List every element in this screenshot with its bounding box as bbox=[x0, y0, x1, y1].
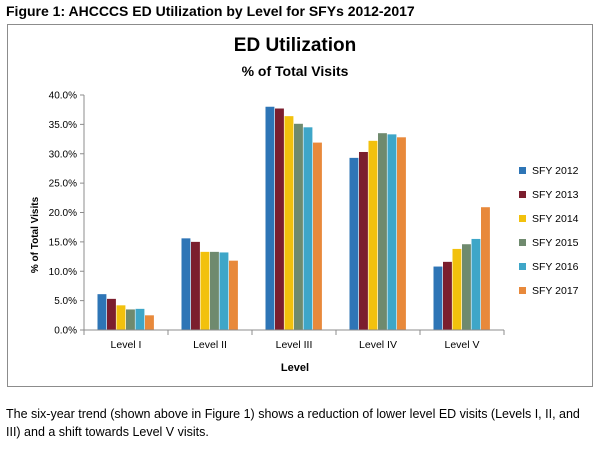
bar-sfy-2014 bbox=[200, 251, 210, 330]
bar-sfy-2016 bbox=[471, 238, 481, 330]
y-tick-label: 40.0% bbox=[49, 91, 77, 102]
bar-sfy-2012 bbox=[433, 266, 443, 330]
y-tick-label: 5.0% bbox=[54, 296, 77, 307]
chart-container: ED Utilization % of Total Visits % of To… bbox=[7, 24, 593, 387]
bar-sfy-2016 bbox=[387, 134, 397, 330]
bar-sfy-2012 bbox=[97, 294, 107, 330]
bar-sfy-2013 bbox=[359, 151, 368, 330]
bar-sfy-2014 bbox=[368, 140, 378, 330]
chart-title: ED Utilization bbox=[234, 35, 356, 56]
chart-subtitle: % of Total Visits bbox=[242, 63, 349, 79]
bar-sfy-2015 bbox=[294, 123, 303, 330]
bar-sfy-2012 bbox=[349, 157, 359, 330]
bar-sfy-2014 bbox=[284, 116, 294, 331]
bar-sfy-2017 bbox=[313, 142, 322, 330]
bar-sfy-2013 bbox=[191, 241, 200, 330]
bar-sfy-2017 bbox=[481, 207, 490, 330]
legend-label: SFY 2012 bbox=[532, 165, 579, 177]
legend-swatch bbox=[519, 215, 526, 222]
legend-label: SFY 2017 bbox=[532, 285, 579, 297]
x-tick-label: Level II bbox=[193, 339, 227, 351]
bar-sfy-2013 bbox=[275, 108, 284, 330]
legend-label: SFY 2015 bbox=[532, 237, 579, 249]
y-tick-label: 20.0% bbox=[49, 208, 77, 219]
bar-sfy-2015 bbox=[210, 251, 219, 330]
y-tick-label: 0.0% bbox=[54, 326, 77, 337]
x-tick-label: Level III bbox=[276, 339, 313, 351]
bar-sfy-2013 bbox=[107, 298, 116, 330]
y-tick-label: 15.0% bbox=[49, 237, 77, 248]
bar-sfy-2017 bbox=[397, 137, 406, 330]
y-tick-label: 10.0% bbox=[49, 267, 77, 278]
bar-sfy-2015 bbox=[462, 244, 471, 330]
y-tick-label: 25.0% bbox=[49, 179, 77, 190]
x-axis-label: Level bbox=[281, 362, 309, 374]
bar-sfy-2016 bbox=[219, 252, 229, 330]
y-axis-label: % of Total Visits bbox=[30, 196, 41, 273]
bar-sfy-2016 bbox=[135, 308, 145, 330]
legend-swatch bbox=[519, 239, 526, 246]
legend-swatch bbox=[519, 287, 526, 294]
legend-swatch bbox=[519, 191, 526, 198]
figure-caption: Figure 1: AHCCCS ED Utilization by Level… bbox=[6, 3, 415, 19]
bar-sfy-2013 bbox=[443, 261, 452, 330]
bar-sfy-2015 bbox=[378, 133, 387, 330]
bar-sfy-2014 bbox=[116, 305, 126, 330]
x-tick-label: Level V bbox=[444, 339, 479, 351]
bar-sfy-2012 bbox=[181, 238, 191, 330]
x-tick-label: Level IV bbox=[359, 339, 397, 351]
bar-sfy-2014 bbox=[452, 248, 462, 330]
y-tick-label: 35.0% bbox=[49, 120, 77, 131]
y-tick-label: 30.0% bbox=[49, 149, 77, 160]
legend: SFY 2012 SFY 2013 SFY 2014 SFY 2015 SFY 2016… bbox=[519, 165, 579, 297]
legend-label: SFY 2016 bbox=[532, 261, 579, 273]
bar-sfy-2017 bbox=[229, 260, 238, 330]
bar-sfy-2016 bbox=[303, 127, 313, 330]
plot-area: 0.0% 5.0% 10.0% 15.0% 20.0% 25.0% 30.0% 35.0% 40… bbox=[49, 91, 505, 351]
bar-sfy-2017 bbox=[145, 315, 154, 330]
legend-label: SFY 2014 bbox=[532, 213, 579, 225]
bar-chart: ED Utilization % of Total Visits % of To… bbox=[30, 35, 579, 374]
bar-sfy-2012 bbox=[265, 106, 275, 330]
legend-label: SFY 2013 bbox=[532, 189, 579, 201]
bar-sfy-2015 bbox=[126, 309, 135, 330]
x-tick-label: Level I bbox=[111, 339, 142, 351]
body-paragraph: The six-year trend (shown above in Figur… bbox=[6, 407, 580, 439]
legend-swatch bbox=[519, 263, 526, 270]
legend-swatch bbox=[519, 167, 526, 174]
